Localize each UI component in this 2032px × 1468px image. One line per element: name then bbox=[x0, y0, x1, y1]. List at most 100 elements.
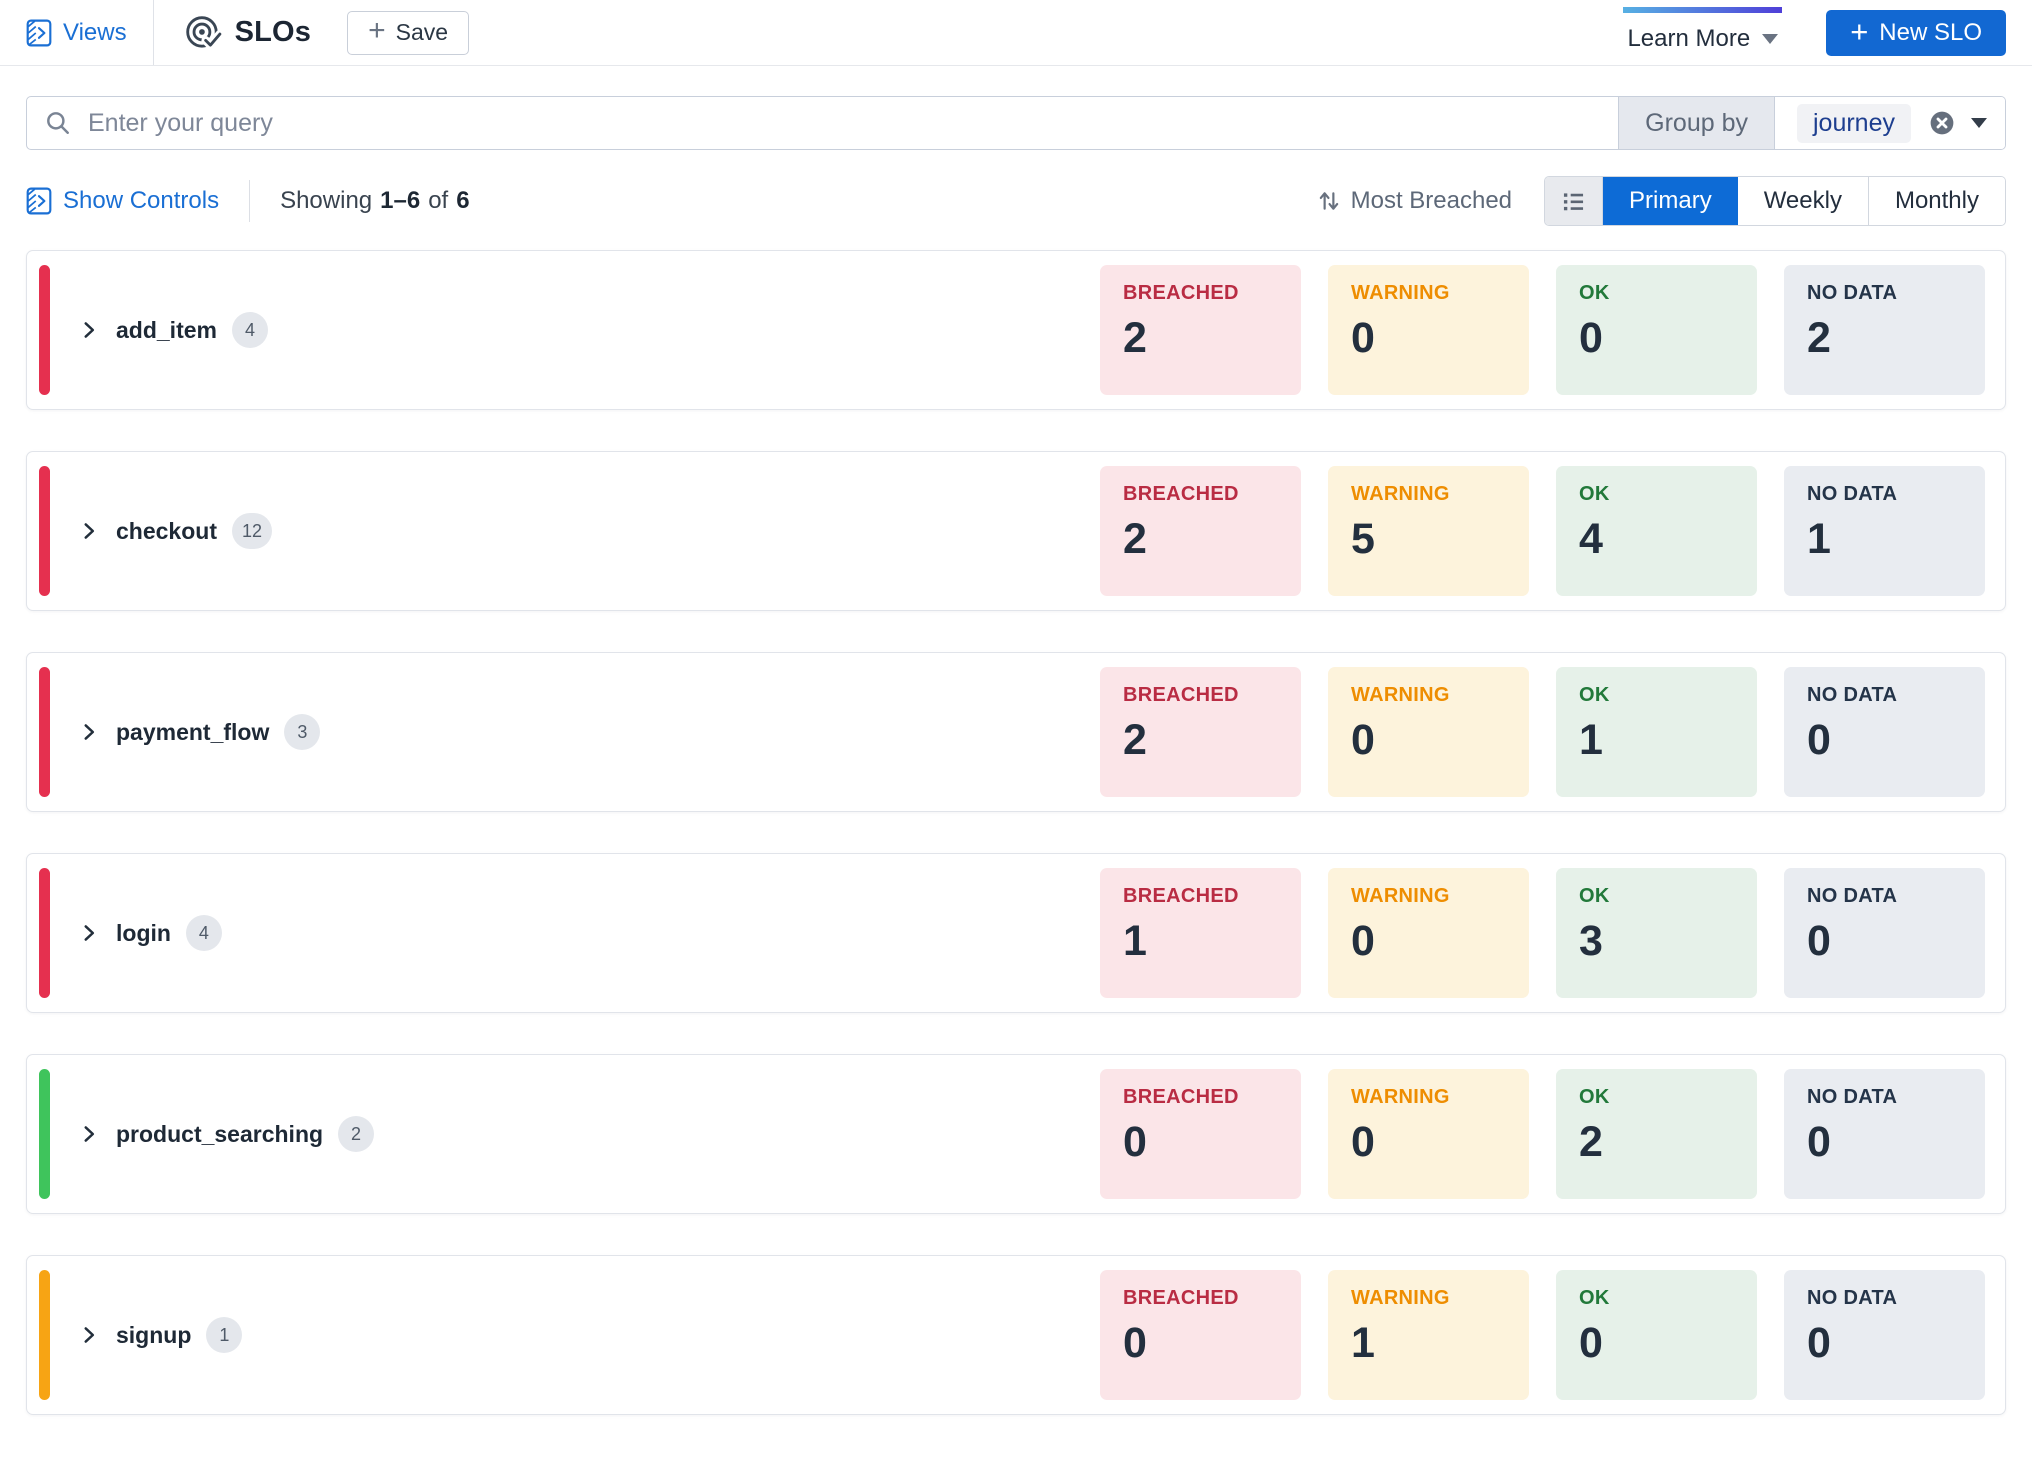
new-slo-label: New SLO bbox=[1879, 18, 1982, 46]
slo-group-row-checkout[interactable]: checkout 12 BREACHED 2 WARNING 5 OK 4 NO… bbox=[26, 451, 2006, 611]
warning-stat: WARNING 0 bbox=[1328, 265, 1529, 395]
no-data-stat: NO DATA 0 bbox=[1784, 667, 1985, 797]
warning-count: 0 bbox=[1351, 314, 1375, 362]
save-button[interactable]: + Save bbox=[347, 10, 470, 55]
status-summary: BREACHED 2 WARNING 5 OK 4 NO DATA 1 bbox=[1100, 466, 1985, 596]
chevron-right-icon[interactable] bbox=[77, 1122, 101, 1146]
results-count: Showing 1–6 of 6 bbox=[280, 187, 469, 215]
group-count-badge: 4 bbox=[185, 915, 222, 951]
breached-stat: BREACHED 2 bbox=[1100, 667, 1301, 797]
no-data-label: NO DATA bbox=[1807, 1287, 1898, 1309]
group-by-value[interactable]: journey bbox=[1775, 97, 1911, 149]
ok-stat: OK 1 bbox=[1556, 667, 1757, 797]
no-data-label: NO DATA bbox=[1807, 483, 1898, 505]
slo-target-check-icon bbox=[184, 14, 222, 52]
status-color-bar bbox=[39, 868, 50, 998]
warning-count: 5 bbox=[1351, 515, 1375, 563]
circle-x-clear-icon[interactable] bbox=[1929, 110, 1955, 136]
no-data-count: 0 bbox=[1807, 917, 1831, 965]
controls-right: Most Breached Primary Weekly Monthly bbox=[1317, 176, 2006, 226]
breached-label: BREACHED bbox=[1123, 1086, 1239, 1108]
panel-toggle-icon bbox=[26, 187, 52, 215]
gradient-accent-bar bbox=[1623, 6, 1783, 13]
no-data-count: 0 bbox=[1807, 716, 1831, 764]
chevron-down-icon[interactable] bbox=[1971, 118, 1987, 128]
ok-stat: OK 2 bbox=[1556, 1069, 1757, 1199]
learn-more-label: Learn More bbox=[1627, 24, 1751, 52]
status-color-bar bbox=[39, 1270, 50, 1400]
breached-stat: BREACHED 2 bbox=[1100, 466, 1301, 596]
breached-count: 0 bbox=[1123, 1319, 1147, 1367]
status-summary: BREACHED 2 WARNING 0 OK 1 NO DATA 0 bbox=[1100, 667, 1985, 797]
search-input[interactable] bbox=[72, 97, 1619, 149]
group-count-badge: 3 bbox=[284, 714, 321, 750]
status-color-bar bbox=[39, 466, 50, 596]
slo-group-row-product_searching[interactable]: product_searching 2 BREACHED 0 WARNING 0… bbox=[26, 1054, 2006, 1214]
breached-count: 2 bbox=[1123, 515, 1147, 563]
new-slo-button[interactable]: + New SLO bbox=[1826, 9, 2006, 56]
search-row: Group by journey bbox=[0, 66, 2032, 150]
slo-group-row-add_item[interactable]: add_item 4 BREACHED 2 WARNING 0 OK 0 NO … bbox=[26, 250, 2006, 410]
chevron-right-icon[interactable] bbox=[77, 720, 101, 744]
warning-stat: WARNING 0 bbox=[1328, 868, 1529, 998]
list-view-toggle[interactable] bbox=[1545, 177, 1604, 225]
list-view-icon bbox=[1560, 188, 1587, 215]
breached-label: BREACHED bbox=[1123, 684, 1239, 706]
panel-toggle-icon bbox=[26, 19, 52, 47]
warning-label: WARNING bbox=[1351, 1287, 1450, 1309]
warning-count: 0 bbox=[1351, 1118, 1375, 1166]
save-label: Save bbox=[395, 19, 449, 45]
no-data-label: NO DATA bbox=[1807, 1086, 1898, 1108]
group-name: product_searching bbox=[116, 1120, 324, 1147]
no-data-stat: NO DATA 2 bbox=[1784, 265, 1985, 395]
warning-label: WARNING bbox=[1351, 1086, 1450, 1108]
group-count-badge: 2 bbox=[338, 1116, 375, 1152]
group-name: signup bbox=[116, 1321, 192, 1348]
no-data-count: 2 bbox=[1807, 314, 1831, 362]
tab-monthly[interactable]: Monthly bbox=[1868, 177, 2005, 225]
group-count-badge: 4 bbox=[231, 312, 268, 348]
tab-weekly[interactable]: Weekly bbox=[1737, 177, 1869, 225]
ok-label: OK bbox=[1579, 885, 1610, 907]
status-color-bar bbox=[39, 1069, 50, 1199]
learn-more-dropdown[interactable]: Learn More bbox=[1623, 6, 1783, 59]
warning-label: WARNING bbox=[1351, 483, 1450, 505]
group-by-pill[interactable]: journey bbox=[1797, 103, 1911, 143]
group-name: checkout bbox=[116, 517, 217, 544]
show-controls-label: Show Controls bbox=[63, 187, 220, 214]
ok-stat: OK 4 bbox=[1556, 466, 1757, 596]
sort-selector[interactable]: Most Breached bbox=[1317, 187, 1512, 215]
views-label: Views bbox=[63, 18, 127, 46]
ok-label: OK bbox=[1579, 483, 1610, 505]
showing-total: 6 bbox=[456, 187, 470, 214]
chevron-right-icon[interactable] bbox=[77, 519, 101, 543]
top-bar: Views SLOs + Save Learn More + New SLO bbox=[0, 0, 2032, 66]
group-name: add_item bbox=[116, 316, 217, 343]
slo-group-row-signup[interactable]: signup 1 BREACHED 0 WARNING 1 OK 0 NO DA… bbox=[26, 1255, 2006, 1415]
chevron-right-icon[interactable] bbox=[77, 1323, 101, 1347]
no-data-label: NO DATA bbox=[1807, 684, 1898, 706]
header-right: Learn More + New SLO bbox=[1623, 6, 2006, 59]
breached-count: 2 bbox=[1123, 716, 1147, 764]
views-button[interactable]: Views bbox=[26, 19, 127, 47]
status-color-bar bbox=[39, 265, 50, 395]
no-data-label: NO DATA bbox=[1807, 282, 1898, 304]
warning-stat: WARNING 1 bbox=[1328, 1270, 1529, 1400]
ok-label: OK bbox=[1579, 1287, 1610, 1309]
slo-group-row-login[interactable]: login 4 BREACHED 1 WARNING 0 OK 3 NO DAT… bbox=[26, 853, 2006, 1013]
plus-icon: + bbox=[1850, 13, 1869, 49]
group-count-badge: 12 bbox=[231, 513, 273, 549]
tab-primary[interactable]: Primary bbox=[1603, 177, 1738, 225]
warning-label: WARNING bbox=[1351, 885, 1450, 907]
slo-group-row-payment_flow[interactable]: payment_flow 3 BREACHED 2 WARNING 0 OK 1… bbox=[26, 652, 2006, 812]
breached-stat: BREACHED 0 bbox=[1100, 1270, 1301, 1400]
group-name: payment_flow bbox=[116, 718, 270, 745]
breached-stat: BREACHED 2 bbox=[1100, 265, 1301, 395]
group-by-label[interactable]: Group by bbox=[1618, 97, 1775, 149]
no-data-stat: NO DATA 0 bbox=[1784, 1270, 1985, 1400]
show-controls-button[interactable]: Show Controls bbox=[26, 187, 219, 215]
chevron-right-icon[interactable] bbox=[77, 318, 101, 342]
breached-count: 2 bbox=[1123, 314, 1147, 362]
view-tabs: Primary Weekly Monthly bbox=[1544, 176, 2006, 226]
chevron-right-icon[interactable] bbox=[77, 921, 101, 945]
